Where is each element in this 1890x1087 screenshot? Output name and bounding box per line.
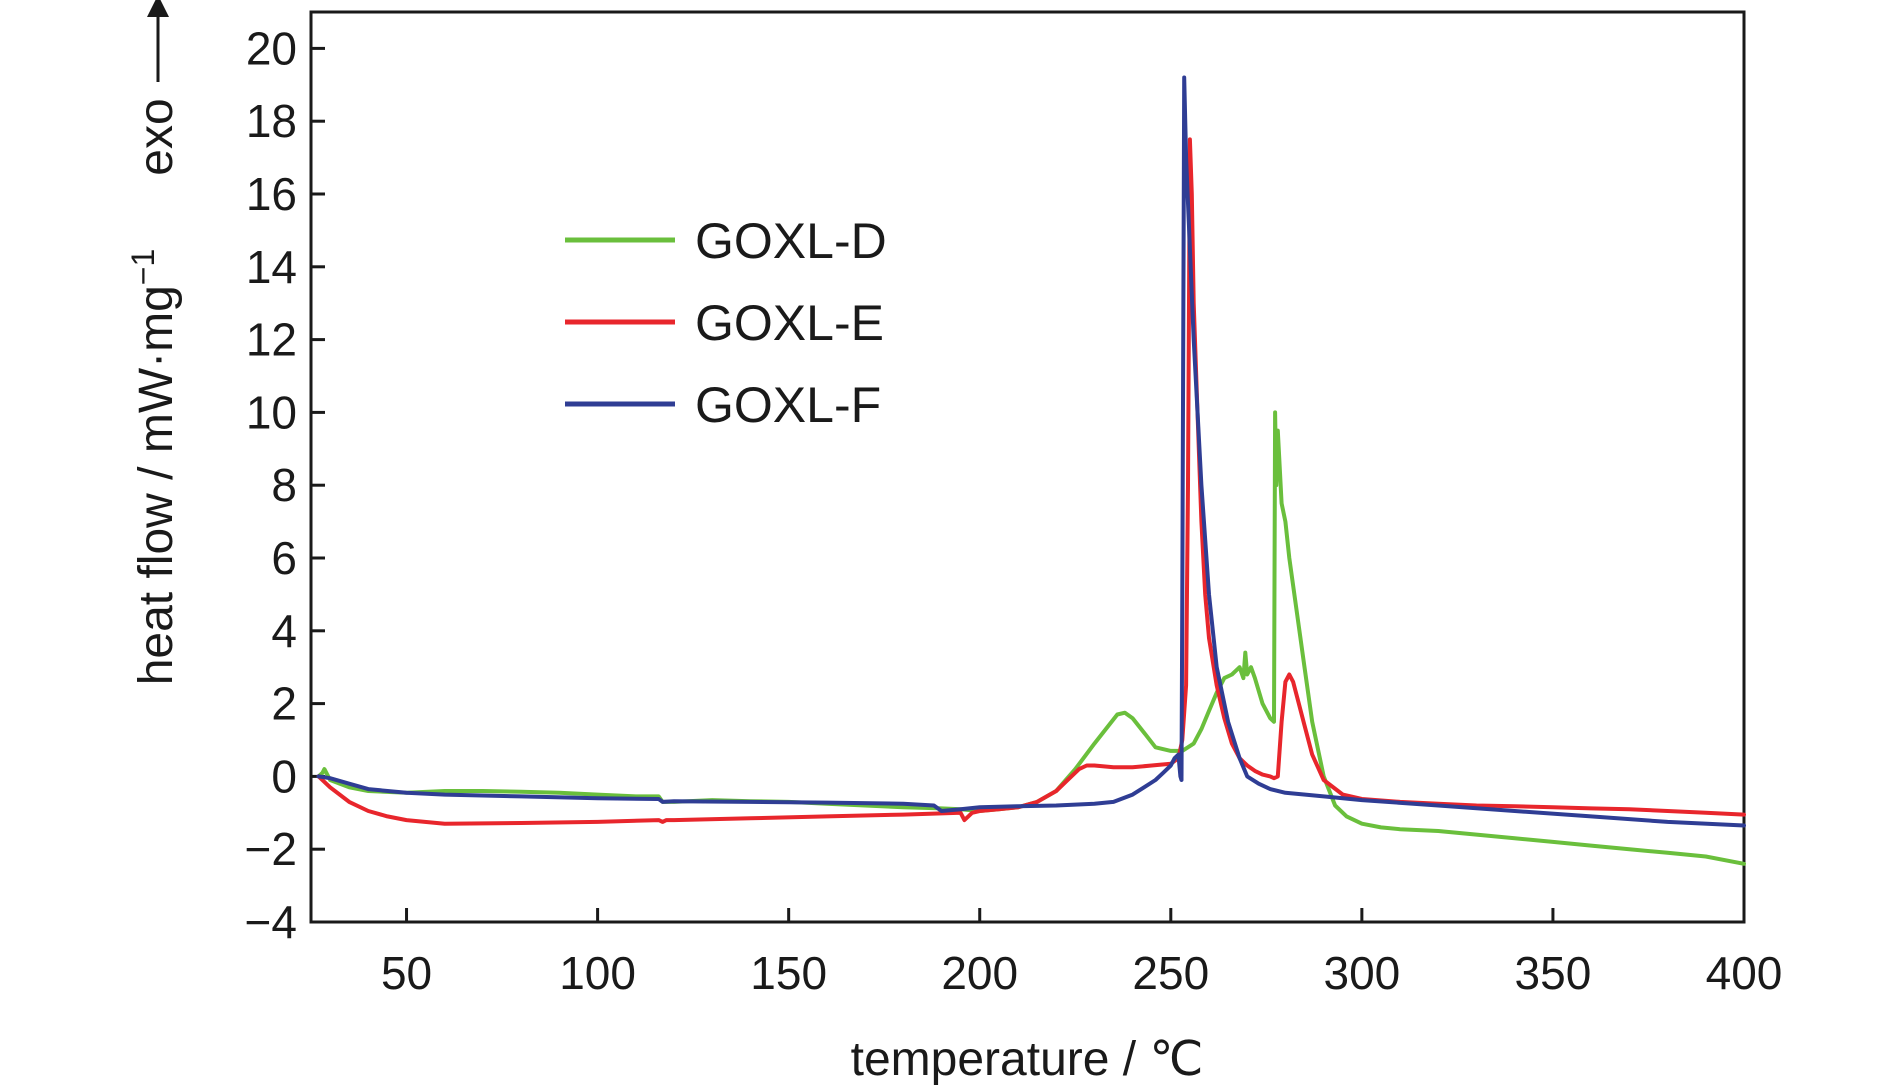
y-tick-label: 10: [246, 386, 297, 438]
legend-label: GOXL-D: [695, 213, 887, 269]
y-axis-title: heat flow / mW·mg−1: [125, 249, 183, 686]
y-axis-title-main: heat flow / mW·mg: [130, 285, 183, 685]
series-line-goxl-e: [316, 137, 1746, 826]
y-axis-title-superscript: −1: [125, 249, 161, 285]
legend-label: GOXL-E: [695, 295, 884, 351]
y-tick-label: 20: [246, 22, 297, 74]
x-tick-label: 250: [1132, 947, 1209, 999]
legend-label: GOXL-F: [695, 377, 881, 433]
y-tick-label: 4: [271, 605, 297, 657]
y-tick-label: 18: [246, 95, 297, 147]
x-axis: 50 100 150 200 250 300 350 400: [381, 908, 1782, 999]
y-tick-label: 0: [271, 750, 297, 802]
y-tick-label: −2: [245, 823, 297, 875]
y-tick-label: 2: [271, 678, 297, 730]
y-tick-label: 16: [246, 168, 297, 220]
y-axis-exo-label: exo: [130, 98, 183, 175]
legend: GOXL-D GOXL-E GOXL-F: [565, 213, 887, 433]
x-tick-label: 350: [1515, 947, 1592, 999]
plot-frame: [309, 10, 1746, 924]
y-tick-label: 6: [271, 532, 297, 584]
x-axis-title: temperature / ℃: [851, 1033, 1204, 1086]
series-line-goxl-d: [316, 410, 1746, 866]
y-tick-label: 8: [271, 459, 297, 511]
x-tick-label: 150: [750, 947, 827, 999]
y-tick-label: −4: [245, 896, 297, 948]
y-tick-label: 14: [246, 241, 297, 293]
y-axis: −4 −2 0 2 4 6 8 10 12 14 16 18 20: [245, 22, 325, 948]
x-tick-label: 300: [1323, 947, 1400, 999]
y-tick-label: 12: [246, 314, 297, 366]
series-line-goxl-f: [316, 75, 1746, 828]
series-layer: [316, 75, 1746, 866]
x-tick-label: 50: [381, 947, 432, 999]
x-tick-label: 200: [941, 947, 1018, 999]
exo-arrow-icon: [147, 0, 169, 82]
x-tick-label: 400: [1706, 947, 1783, 999]
y-axis-title-group: heat flow / mW·mg−1 exo: [125, 0, 183, 685]
x-tick-label: 100: [559, 947, 636, 999]
